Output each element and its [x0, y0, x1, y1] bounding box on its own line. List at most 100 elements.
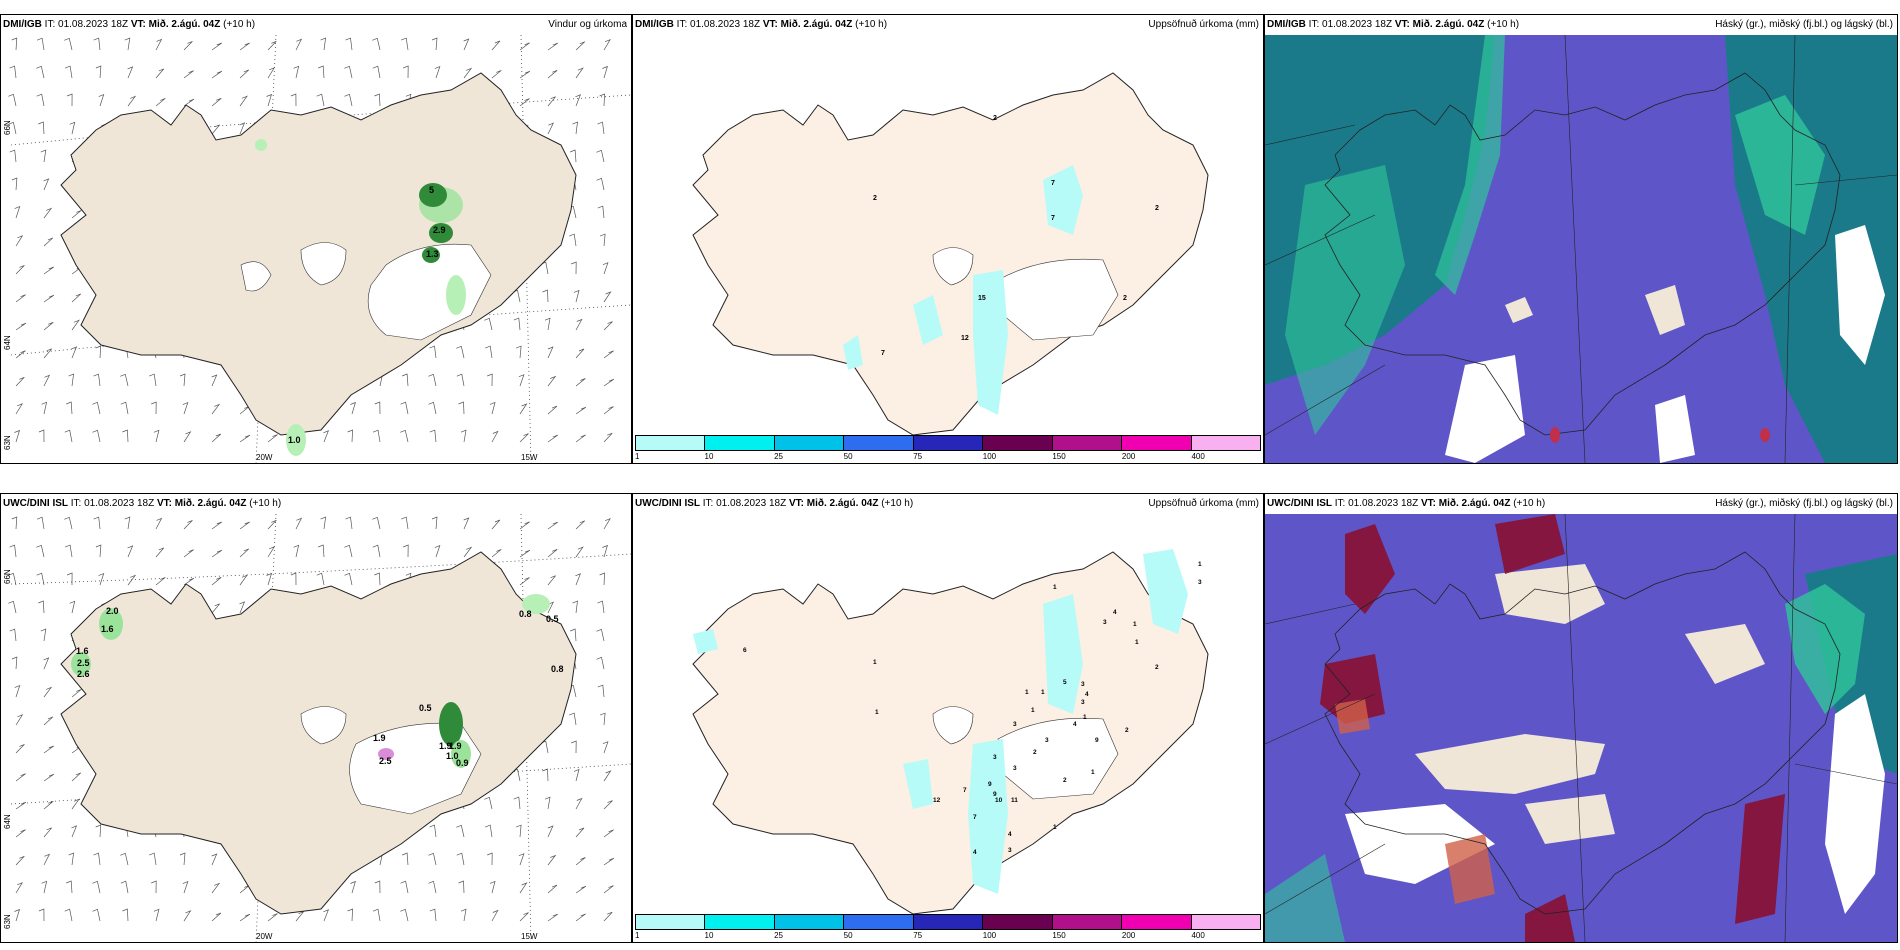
wind-barb — [575, 573, 582, 586]
wind-barb — [372, 544, 381, 558]
wind-barb — [71, 798, 80, 810]
wind-barb — [344, 544, 353, 558]
wind-barb — [547, 825, 554, 838]
wind-barb — [602, 544, 608, 558]
wind-barb — [575, 520, 586, 530]
wind-barb — [547, 913, 559, 922]
wind-barb — [38, 600, 45, 614]
wind-barb — [8, 93, 17, 107]
panel-header: UWC/DINI ISL IT: 01.08.2023 18Z VT: Mið.… — [633, 494, 1263, 514]
wind-barb — [400, 880, 409, 894]
wind-barb — [15, 350, 26, 359]
wind-barb — [518, 853, 525, 866]
panel-dmi-wind-precip: DMI/IGB IT: 01.08.2023 18Z VT: Mið. 2.ág… — [0, 14, 632, 464]
panel-header: UWC/DINI ISL IT: 01.08.2023 18Z VT: Mið.… — [1, 494, 631, 514]
wind-barb — [515, 824, 522, 838]
wind-barb — [211, 374, 218, 387]
wind-barb — [318, 65, 325, 79]
wind-barb — [183, 41, 193, 51]
wind-barb — [573, 768, 580, 782]
precip-label: 2 — [1155, 664, 1159, 671]
wind-barb — [295, 517, 303, 530]
wind-barb — [239, 548, 250, 558]
wind-barb — [547, 96, 556, 107]
wind-barb — [14, 684, 21, 698]
wind-barb — [575, 546, 584, 558]
wind-barb — [603, 829, 614, 838]
legend-tick: 200 — [1121, 452, 1136, 461]
wind-barb — [463, 546, 473, 558]
wind-barb — [603, 38, 611, 51]
legend-swatch — [844, 436, 914, 450]
wind-barb — [575, 827, 585, 838]
wind-barb — [491, 549, 502, 558]
wind-barb — [575, 348, 585, 359]
wind-barb — [372, 429, 381, 443]
wind-barb — [344, 65, 353, 79]
wind-barb — [267, 434, 278, 443]
glacier-white — [997, 258, 1119, 341]
wind-barb — [211, 42, 223, 51]
wind-barb — [572, 121, 578, 135]
valid-label: VT: — [788, 498, 804, 509]
wind-barb — [602, 741, 609, 754]
map-iceland-accum: 2 7 7 2 2 15 12 7 2 — [692, 72, 1209, 435]
valid-label: VT: — [156, 498, 172, 509]
wind-barb — [519, 403, 528, 415]
wind-barb — [122, 908, 129, 922]
init-time: IT: 01.08.2023 18Z — [1334, 498, 1419, 509]
legend-swatch — [983, 436, 1053, 450]
wind-barb — [93, 852, 101, 866]
valid-label: VT: — [1394, 19, 1410, 30]
wind-barb — [15, 829, 26, 838]
wind-barb — [519, 882, 528, 894]
wind-barb — [401, 373, 409, 387]
precip-label: 1.3 — [426, 249, 439, 259]
wind-barb — [155, 98, 166, 107]
wind-barb — [9, 544, 17, 558]
wind-barb — [575, 857, 586, 866]
wind-barb — [38, 908, 45, 922]
wind-barb — [41, 401, 48, 415]
wind-barb — [211, 882, 221, 894]
wind-barb — [183, 520, 193, 530]
wind-barb — [93, 373, 101, 387]
map-cloud-cover — [1265, 35, 1897, 463]
wind-barb — [519, 42, 530, 51]
wind-barb — [71, 210, 82, 219]
wind-barb — [515, 345, 522, 359]
wind-barb — [547, 375, 557, 387]
precip-areas — [71, 594, 550, 768]
wind-barb — [547, 854, 557, 866]
precip-label: 9 — [1095, 737, 1099, 744]
wind-barb — [211, 521, 223, 530]
wind-barb — [41, 880, 48, 894]
wind-barb — [8, 121, 17, 135]
wind-barb — [403, 544, 409, 558]
wind-barb — [547, 434, 559, 443]
panel-dmi-accum-precip: DMI/IGB IT: 01.08.2023 18Z VT: Mið. 2.ág… — [632, 14, 1264, 464]
map-cloud-cover — [1265, 514, 1897, 942]
lead-time: (+10 h) — [1513, 498, 1546, 509]
precip-label: 2 — [1033, 749, 1037, 756]
wind-barb — [542, 768, 549, 782]
wind-barb — [15, 376, 25, 387]
precip-label: 1 — [1091, 769, 1095, 776]
wind-barb — [239, 406, 250, 415]
model-name: UWC/DINI ISL — [1267, 498, 1332, 509]
wind-barb — [401, 37, 409, 51]
legend-tick: 10 — [704, 452, 714, 461]
wind-barb — [434, 544, 441, 558]
precip-label: 7 — [963, 787, 967, 794]
precip-label: 1 — [1198, 561, 1202, 568]
wind-barb — [316, 93, 325, 107]
wind-barb — [372, 908, 381, 922]
wind-barb — [182, 401, 189, 415]
wind-barb — [374, 93, 381, 107]
precip-label: 2 — [1063, 777, 1067, 784]
model-name: UWC/DINI ISL — [3, 498, 68, 509]
init-time: IT: 01.08.2023 18Z — [44, 19, 129, 30]
wind-barb — [92, 401, 101, 415]
panel-header: DMI/IGB IT: 01.08.2023 18Z VT: Mið. 2.ág… — [1265, 15, 1897, 35]
wind-barb — [403, 65, 409, 79]
